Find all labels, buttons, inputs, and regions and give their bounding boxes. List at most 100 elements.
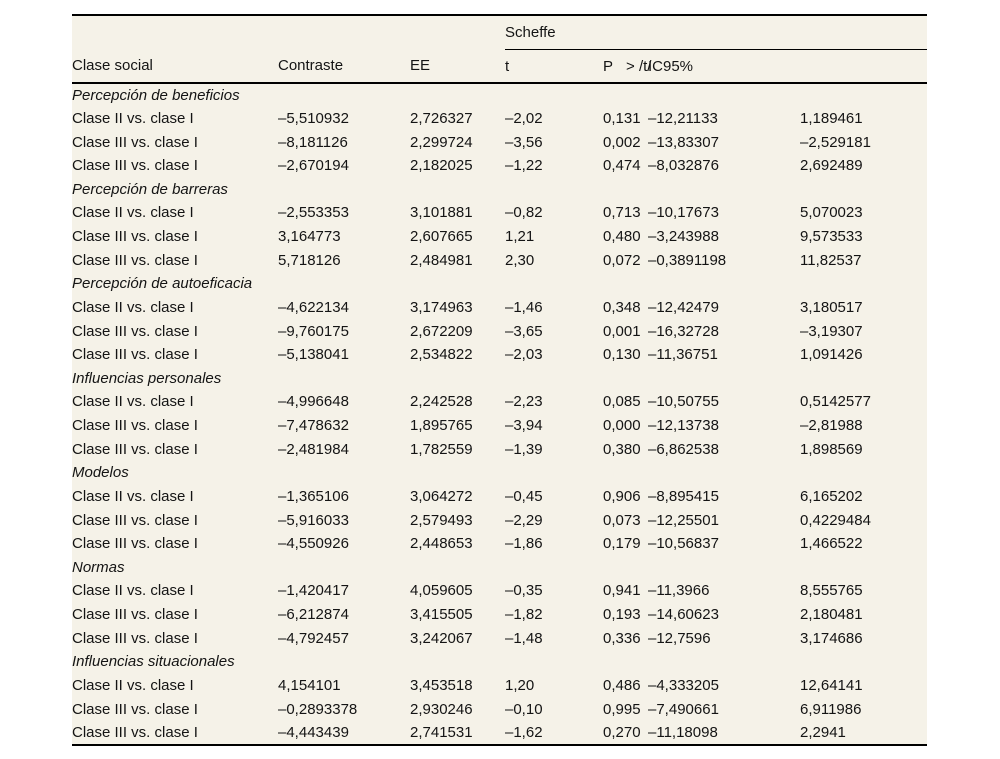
cell-ee: 2,741531 [410, 723, 473, 741]
cell-ic_low: –4,333205 [648, 676, 719, 694]
cell-t: –3,65 [505, 322, 543, 340]
cell-t: –2,23 [505, 393, 543, 411]
cell-ee: 2,484981 [410, 251, 473, 269]
cell-contraste: –4,443439 [278, 723, 349, 741]
cell-label: Clase III vs. clase I [72, 606, 198, 624]
table-row: Clase II vs. clase I –2,553353 3,101881 –0,… [72, 201, 927, 225]
cell-ic_low: –10,56837 [648, 535, 719, 553]
cell-t: 2,30 [505, 251, 535, 269]
cell-contraste: –5,916033 [278, 511, 349, 529]
cell-label: Clase III vs. clase I [72, 629, 198, 647]
cell-ic_low: –12,7596 [648, 629, 711, 647]
cell-ic_low: –11,18098 [648, 723, 718, 741]
cell-t: –0,82 [505, 204, 543, 222]
section-title: Percepción de barreras [72, 180, 228, 198]
cell-t: –1,39 [505, 440, 543, 458]
cell-ee: 3,064272 [410, 487, 473, 505]
cell-p: 0,380 [603, 440, 641, 458]
cell-t: –0,10 [505, 700, 543, 718]
cell-ic_low: –12,21133 [648, 109, 718, 127]
cell-ee: 2,672209 [410, 322, 473, 340]
cell-contraste: 4,154101 [278, 676, 341, 694]
cell-ic_high: –2,529181 [800, 133, 871, 151]
cell-t: –0,45 [505, 487, 543, 505]
cell-ee: 2,299724 [410, 133, 473, 151]
table-row: Clase II vs. clase I –5,510932 2,726327 –2,… [72, 107, 927, 131]
cell-label: Clase II vs. clase I [72, 487, 194, 505]
cell-contraste: –5,138041 [278, 346, 349, 364]
cell-ee: 2,930246 [410, 700, 473, 718]
section-title: Percepción de autoeficacia [72, 275, 253, 293]
cell-contraste: –2,553353 [278, 204, 349, 222]
cell-contraste: 5,718126 [278, 251, 341, 269]
section-title: Modelos [72, 464, 129, 482]
table-row: Clase II vs. clase I –1,420417 4,059605 –0,… [72, 579, 927, 603]
cell-ic_low: –8,032876 [648, 157, 719, 175]
table-row: Clase III vs. clase I 3,164773 2,607665 1,2… [72, 225, 927, 249]
cell-ic_high: 0,5142577 [800, 393, 871, 411]
cell-p: 0,486 [603, 676, 641, 694]
cell-ic_low: –8,895415 [648, 487, 719, 505]
cell-contraste: –1,420417 [278, 582, 349, 600]
section-header-row: Percepción de autoeficacia [72, 272, 927, 296]
cell-label: Clase II vs. clase I [72, 582, 194, 600]
cell-contraste: –1,365106 [278, 487, 349, 505]
section-header-row: Normas [72, 556, 927, 580]
cell-ic_high: 9,573533 [800, 228, 863, 246]
table-row: Clase III vs. clase I –4,443439 2,741531 –1… [72, 721, 927, 745]
cell-label: Clase III vs. clase I [72, 700, 198, 718]
cell-ee: 3,174963 [410, 298, 473, 316]
cell-ic_high: 11,82537 [800, 251, 862, 269]
cell-p: 0,001 [603, 322, 641, 340]
table-row: Clase III vs. clase I –0,2893378 2,930246 –… [72, 697, 927, 721]
table-row: Clase II vs. clase I –1,365106 3,064272 –0,… [72, 485, 927, 509]
cell-label: Clase III vs. clase I [72, 157, 198, 175]
cell-label: Clase III vs. clase I [72, 322, 198, 340]
cell-t: –3,56 [505, 133, 543, 151]
cell-p: 0,000 [603, 417, 641, 435]
cell-label: Clase III vs. clase I [72, 251, 198, 269]
cell-ee: 3,415505 [410, 606, 473, 624]
table-row: Clase III vs. clase I –6,212874 3,415505 –1… [72, 603, 927, 627]
cell-ic_low: –13,83307 [648, 133, 719, 151]
cell-ee: 3,242067 [410, 629, 473, 647]
table-row: Clase III vs. clase I 5,718126 2,484981 2,3… [72, 248, 927, 272]
cell-ee: 3,453518 [410, 676, 473, 694]
cell-p: 0,713 [603, 204, 641, 222]
table-row: Clase III vs. clase I –5,138041 2,534822 –2… [72, 343, 927, 367]
column-header-row: Clase social Contraste EE t P > /t/ IC95% [72, 49, 928, 84]
cell-ic_high: 5,070023 [800, 204, 863, 222]
cell-label: Clase II vs. clase I [72, 204, 194, 222]
cell-label: Clase III vs. clase I [72, 228, 198, 246]
cell-ic_high: –2,81988 [800, 417, 863, 435]
table-row: Clase III vs. clase I –5,916033 2,579493 –2… [72, 508, 927, 532]
cell-ic_high: 1,091426 [800, 346, 863, 364]
cell-label: Clase III vs. clase I [72, 511, 198, 529]
cell-ic_high: 1,466522 [800, 535, 863, 553]
cell-p: 0,130 [603, 346, 641, 364]
cell-ic_low: –12,13738 [648, 417, 719, 435]
cell-t: –3,94 [505, 417, 543, 435]
section-header-row: Percepción de barreras [72, 178, 927, 202]
cell-ic_low: –12,42479 [648, 298, 719, 316]
cell-p: 0,480 [603, 228, 641, 246]
cell-ic_high: –3,19307 [800, 322, 863, 340]
group-header-spacer [72, 15, 505, 50]
cell-ee: 1,895765 [410, 417, 473, 435]
table-body: Percepción de beneficios Clase II vs. cla… [72, 83, 927, 745]
table-row: Clase III vs. clase I –7,478632 1,895765 –3… [72, 414, 927, 438]
cell-ic_low: –16,32728 [648, 322, 719, 340]
cell-t: –1,62 [505, 723, 543, 741]
scheffe-group-header: Scheffe [505, 15, 928, 50]
cell-p: 0,131 [603, 109, 641, 127]
cell-t: –1,46 [505, 298, 543, 316]
col-header-ee: EE [410, 49, 505, 84]
cell-label: Clase II vs. clase I [72, 298, 194, 316]
cell-t: –1,86 [505, 535, 543, 553]
cell-p: 0,270 [603, 723, 641, 741]
section-title: Percepción de beneficios [72, 86, 240, 104]
cell-t: –2,03 [505, 346, 543, 364]
cell-contraste: –5,510932 [278, 109, 349, 127]
cell-p: 0,906 [603, 487, 641, 505]
col-header-p-label: P [603, 57, 614, 75]
